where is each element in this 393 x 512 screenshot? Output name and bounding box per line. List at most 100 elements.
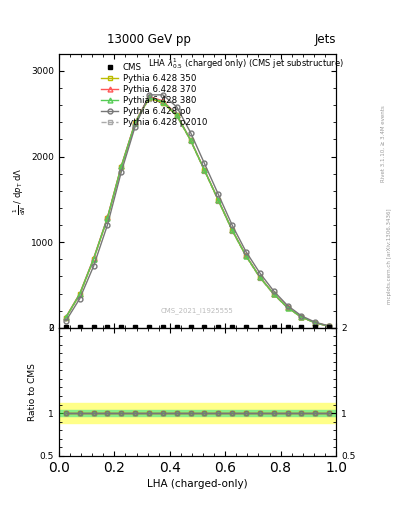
Pythia 6.428 350 — [313, 320, 318, 326]
Pythia 6.428 370 — [64, 314, 68, 320]
Pythia 6.428 p2010 — [147, 96, 151, 102]
Pythia 6.428 p0 — [119, 169, 124, 175]
Pythia 6.428 p0 — [230, 222, 235, 228]
Line: Pythia 6.428 p2010: Pythia 6.428 p2010 — [63, 96, 332, 329]
Pythia 6.428 380 — [216, 197, 220, 203]
Pythia 6.428 p0 — [77, 295, 82, 302]
CMS — [64, 324, 68, 330]
Line: Pythia 6.428 370: Pythia 6.428 370 — [63, 94, 332, 329]
Pythia 6.428 380 — [91, 256, 96, 262]
CMS — [147, 324, 151, 330]
Pythia 6.428 p0 — [188, 130, 193, 136]
Pythia 6.428 350 — [64, 314, 68, 321]
Text: Rivet 3.1.10, ≥ 3.4M events: Rivet 3.1.10, ≥ 3.4M events — [381, 105, 386, 182]
Pythia 6.428 p2010 — [105, 216, 110, 222]
Bar — [59, 403, 336, 423]
Pythia 6.428 p2010 — [174, 113, 179, 119]
Pythia 6.428 p2010 — [271, 291, 276, 297]
Pythia 6.428 p2010 — [299, 314, 304, 321]
Pythia 6.428 370 — [313, 319, 318, 326]
Pythia 6.428 p0 — [202, 160, 207, 166]
Pythia 6.428 p0 — [327, 323, 331, 329]
Pythia 6.428 p2010 — [257, 274, 262, 281]
CMS — [216, 324, 220, 330]
Pythia 6.428 380 — [77, 291, 82, 297]
Y-axis label: $\frac{1}{\mathrm{d}N}\ /\ \mathrm{d}p_\mathrm{T}\ \mathrm{d}\Lambda$: $\frac{1}{\mathrm{d}N}\ /\ \mathrm{d}p_\… — [12, 167, 28, 215]
Pythia 6.428 370 — [299, 314, 304, 320]
CMS — [244, 324, 248, 330]
Pythia 6.428 p2010 — [202, 167, 207, 174]
Y-axis label: Ratio to CMS: Ratio to CMS — [28, 363, 37, 421]
Pythia 6.428 350 — [133, 120, 138, 126]
Pythia 6.428 380 — [188, 137, 193, 143]
Pythia 6.428 p2010 — [188, 138, 193, 144]
Pythia 6.428 370 — [202, 167, 207, 173]
CMS — [133, 324, 138, 330]
Pythia 6.428 380 — [119, 163, 124, 169]
CMS — [313, 324, 318, 330]
Pythia 6.428 380 — [299, 314, 304, 320]
Pythia 6.428 370 — [160, 98, 165, 104]
Pythia 6.428 p2010 — [313, 320, 318, 326]
Pythia 6.428 350 — [216, 197, 220, 203]
Pythia 6.428 350 — [299, 314, 304, 320]
Pythia 6.428 370 — [188, 137, 193, 143]
Pythia 6.428 370 — [230, 227, 235, 233]
CMS — [202, 324, 207, 330]
Pythia 6.428 350 — [77, 291, 82, 297]
Pythia 6.428 370 — [133, 119, 138, 125]
Pythia 6.428 350 — [271, 291, 276, 297]
CMS — [327, 324, 331, 330]
Pythia 6.428 370 — [91, 255, 96, 262]
Pythia 6.428 350 — [188, 137, 193, 143]
Pythia 6.428 380 — [105, 215, 110, 221]
Pythia 6.428 370 — [257, 274, 262, 280]
Pythia 6.428 350 — [174, 112, 179, 118]
Pythia 6.428 370 — [285, 304, 290, 310]
CMS — [285, 324, 290, 330]
Pythia 6.428 p0 — [313, 319, 318, 325]
Pythia 6.428 380 — [271, 291, 276, 297]
Pythia 6.428 350 — [202, 167, 207, 173]
Text: LHA $\lambda^{1}_{0.5}$ (charged only) (CMS jet substructure): LHA $\lambda^{1}_{0.5}$ (charged only) (… — [148, 56, 343, 71]
Text: Jets: Jets — [314, 33, 336, 46]
Pythia 6.428 350 — [105, 215, 110, 221]
Pythia 6.428 p2010 — [160, 100, 165, 106]
Pythia 6.428 370 — [216, 197, 220, 203]
Pythia 6.428 370 — [174, 112, 179, 118]
Pythia 6.428 380 — [174, 112, 179, 118]
Pythia 6.428 p2010 — [133, 120, 138, 126]
Pythia 6.428 380 — [313, 320, 318, 326]
Pythia 6.428 p0 — [91, 263, 96, 269]
Pythia 6.428 380 — [257, 274, 262, 280]
Pythia 6.428 p0 — [244, 248, 248, 254]
Pythia 6.428 p2010 — [119, 164, 124, 170]
CMS — [271, 324, 276, 330]
Pythia 6.428 350 — [230, 227, 235, 233]
Pythia 6.428 p0 — [285, 303, 290, 309]
CMS — [188, 324, 193, 330]
Pythia 6.428 350 — [257, 274, 262, 281]
Pythia 6.428 380 — [244, 252, 248, 259]
Pythia 6.428 p0 — [133, 123, 138, 130]
Text: mcplots.cern.ch [arXiv:1306.3436]: mcplots.cern.ch [arXiv:1306.3436] — [387, 208, 391, 304]
Pythia 6.428 p2010 — [327, 323, 331, 329]
Pythia 6.428 p2010 — [244, 253, 248, 260]
Text: 13000 GeV pp: 13000 GeV pp — [107, 33, 191, 46]
Pythia 6.428 350 — [160, 99, 165, 105]
Pythia 6.428 350 — [285, 305, 290, 311]
Pythia 6.428 350 — [244, 253, 248, 259]
Line: Pythia 6.428 p0: Pythia 6.428 p0 — [63, 93, 332, 328]
CMS — [299, 324, 304, 330]
Pythia 6.428 380 — [160, 99, 165, 105]
Pythia 6.428 370 — [119, 163, 124, 169]
Pythia 6.428 380 — [285, 305, 290, 311]
Pythia 6.428 p2010 — [91, 257, 96, 263]
Pythia 6.428 p0 — [257, 270, 262, 276]
Pythia 6.428 370 — [77, 290, 82, 296]
Pythia 6.428 p0 — [105, 222, 110, 228]
Line: CMS: CMS — [64, 325, 331, 329]
Pythia 6.428 350 — [91, 256, 96, 262]
Pythia 6.428 p0 — [299, 313, 304, 319]
Pythia 6.428 p2010 — [216, 198, 220, 204]
